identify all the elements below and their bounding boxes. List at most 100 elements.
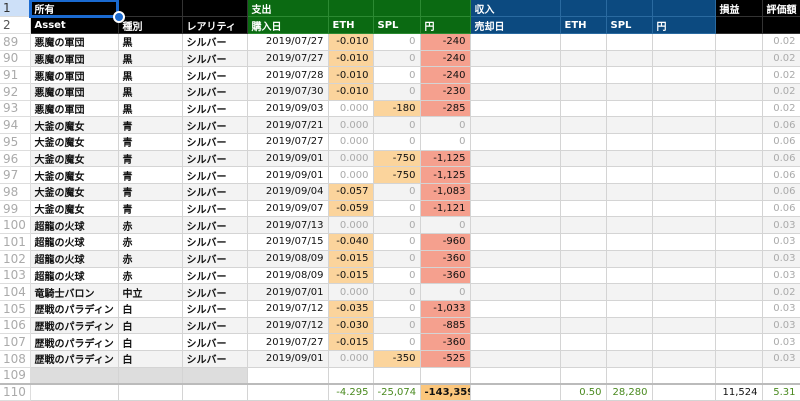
eth-expense[interactable]: 0.000 (328, 283, 374, 301)
cell[interactable] (470, 116, 561, 134)
valuation[interactable]: 0.03 (762, 233, 800, 251)
cell[interactable] (606, 66, 653, 84)
eth-expense[interactable]: -0.057 (328, 183, 374, 201)
header-asset[interactable]: Asset (30, 16, 119, 34)
type[interactable]: 黒 (118, 50, 183, 68)
asset-name[interactable]: 歴戦のパラディン (30, 317, 119, 335)
type[interactable]: 青 (118, 200, 183, 218)
yen-expense[interactable]: -240 (420, 33, 471, 51)
header-cell[interactable] (118, 0, 183, 18)
cell[interactable] (606, 267, 653, 285)
header-owned[interactable]: 所有 (29, 0, 119, 18)
cell[interactable] (652, 250, 716, 268)
spl-expense[interactable]: 0 (373, 33, 421, 51)
rarity[interactable]: シルバー (182, 216, 248, 235)
cell[interactable] (715, 166, 763, 185)
cell[interactable] (560, 183, 607, 201)
spl-expense[interactable]: 0 (373, 317, 421, 335)
cell[interactable] (715, 367, 763, 385)
asset-name[interactable]: 歴戦のパラディン (30, 300, 119, 318)
spl-expense[interactable]: 0 (373, 200, 421, 218)
valuation[interactable]: 0.03 (762, 333, 800, 351)
spl-expense[interactable]: 0 (373, 116, 421, 134)
cell[interactable] (652, 317, 716, 335)
cell[interactable] (715, 233, 763, 251)
cell[interactable] (715, 66, 763, 84)
asset-name[interactable]: 悪魔の軍団 (30, 33, 119, 51)
buy-date[interactable]: 2019/07/27 (247, 133, 329, 151)
valuation[interactable]: 0.02 (762, 50, 800, 68)
cell[interactable] (606, 233, 653, 251)
selection-handle[interactable] (113, 11, 125, 23)
valuation[interactable]: 0.06 (762, 150, 800, 168)
cell[interactable] (470, 100, 561, 118)
row-number[interactable]: 101 (0, 233, 31, 251)
cell[interactable] (652, 333, 716, 351)
buy-date[interactable]: 2019/07/01 (247, 283, 329, 301)
cell[interactable] (715, 283, 763, 301)
header-rarity[interactable]: レアリティ (182, 16, 248, 34)
yen-expense[interactable]: -1,121 (420, 200, 471, 218)
type[interactable]: 青 (118, 150, 183, 168)
yen-expense[interactable]: -240 (420, 50, 471, 68)
cell[interactable] (560, 200, 607, 218)
cell[interactable] (470, 66, 561, 84)
yen-expense[interactable]: 0 (420, 116, 471, 134)
cell[interactable] (652, 367, 716, 385)
yen-expense[interactable]: 0 (420, 216, 471, 235)
cell[interactable] (470, 233, 561, 251)
cell[interactable] (560, 150, 607, 168)
eth-expense[interactable]: 0.000 (328, 100, 374, 118)
type[interactable]: 青 (118, 183, 183, 201)
cell[interactable] (715, 200, 763, 218)
cell[interactable] (606, 83, 653, 101)
cell[interactable] (182, 367, 248, 385)
type[interactable]: 白 (118, 333, 183, 351)
row-number[interactable]: 91 (0, 66, 31, 84)
cell[interactable] (652, 283, 716, 301)
spl-expense[interactable]: -350 (373, 350, 421, 368)
cell[interactable] (560, 300, 607, 318)
header-cell[interactable] (182, 0, 248, 18)
asset-name[interactable]: 大釜の魔女 (30, 200, 119, 218)
asset-name[interactable]: 大釜の魔女 (30, 150, 119, 168)
cell[interactable] (652, 200, 716, 218)
spl-expense[interactable]: 0 (373, 216, 421, 235)
spl-expense[interactable]: -750 (373, 166, 421, 185)
cell[interactable] (652, 350, 716, 368)
cell[interactable] (470, 367, 561, 385)
cell[interactable] (652, 267, 716, 285)
cell[interactable] (470, 83, 561, 101)
total-eth-income[interactable]: 0.50 (560, 383, 607, 401)
asset-name[interactable]: 超龍の火球 (30, 267, 119, 285)
eth-expense[interactable]: 0.000 (328, 350, 374, 368)
rarity[interactable]: シルバー (182, 50, 248, 68)
cell[interactable] (560, 116, 607, 134)
buy-date[interactable]: 2019/07/27 (247, 333, 329, 351)
type[interactable]: 中立 (118, 283, 183, 301)
header-cell[interactable] (606, 0, 653, 18)
cell[interactable] (560, 66, 607, 84)
row-number[interactable]: 106 (0, 317, 31, 335)
asset-name[interactable]: 歴戦のパラディン (30, 333, 119, 351)
yen-expense[interactable]: -230 (420, 83, 471, 101)
cell[interactable] (606, 317, 653, 335)
rarity[interactable]: シルバー (182, 66, 248, 84)
row-number[interactable]: 104 (0, 283, 31, 301)
row-number[interactable]: 89 (0, 33, 31, 51)
asset-name[interactable]: 悪魔の軍団 (30, 83, 119, 101)
rarity[interactable]: シルバー (182, 33, 248, 51)
eth-expense[interactable]: -0.059 (328, 200, 374, 218)
yen-expense[interactable]: -360 (420, 250, 471, 268)
cell[interactable] (715, 183, 763, 201)
valuation[interactable]: 0.06 (762, 200, 800, 218)
type[interactable]: 赤 (118, 216, 183, 235)
cell[interactable] (606, 216, 653, 235)
cell[interactable] (560, 250, 607, 268)
cell[interactable] (470, 267, 561, 285)
cell[interactable] (470, 183, 561, 201)
spl-expense[interactable]: 0 (373, 183, 421, 201)
cell[interactable] (560, 233, 607, 251)
yen-expense[interactable]: -960 (420, 233, 471, 251)
buy-date[interactable]: 2019/07/27 (247, 50, 329, 68)
